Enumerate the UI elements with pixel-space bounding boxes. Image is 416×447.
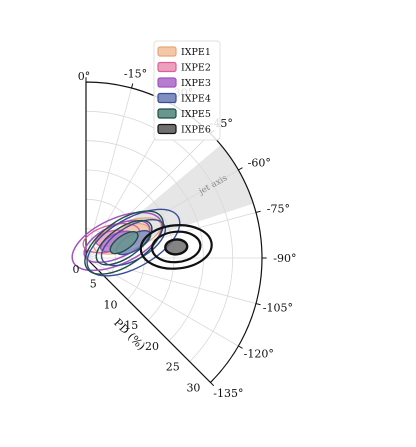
angular-tick-label: 0° <box>78 70 91 83</box>
legend-label: IXPE1 <box>181 47 211 58</box>
contour-ixpe5 <box>84 210 164 275</box>
radial-tick-label: 0 <box>73 263 80 276</box>
legend-label: IXPE4 <box>181 94 211 105</box>
radial-tick-label: 5 <box>90 278 97 291</box>
angular-tick-label: -60° <box>248 156 271 169</box>
contour-ixpe5 <box>109 230 139 255</box>
angular-tick-mark <box>131 83 134 89</box>
radial-tick-label: 10 <box>103 298 117 311</box>
angular-tick-label: -135° <box>213 387 243 400</box>
angular-tick-mark <box>255 210 261 213</box>
angular-tick-label: -120° <box>244 348 274 361</box>
legend-swatch <box>157 108 177 119</box>
angular-tick-mark <box>255 303 261 306</box>
legend-label: IXPE6 <box>181 125 211 136</box>
contour-ixpe4 <box>86 208 181 277</box>
radial-gridline <box>85 110 234 362</box>
legend-label: IXPE5 <box>181 109 211 120</box>
angular-tick-label: -75° <box>267 203 290 216</box>
angular-tick-mark <box>210 382 215 387</box>
angular-tick-label: -90° <box>273 252 296 265</box>
radial-tick-label: 15 <box>124 319 138 332</box>
legend-swatch <box>157 92 177 104</box>
legend-label: IXPE3 <box>181 78 211 89</box>
radial-tick-label: 20 <box>145 340 159 353</box>
legend-swatch <box>157 61 177 73</box>
radial-gridline <box>85 169 175 321</box>
contour-ixpe5 <box>95 219 153 266</box>
legend-swatch <box>157 77 177 88</box>
radial-tick-label: 25 <box>166 361 180 374</box>
polar-frame <box>85 81 263 384</box>
legend: IXPE1 IXPE2 IXPE3 IXPE4 IXPE5 IXPE6 <box>153 40 221 141</box>
angular-tick-mark <box>238 345 243 349</box>
contour-ixpe6 <box>139 224 213 270</box>
angular-tick-mark <box>238 167 243 171</box>
radial-tick-label: 30 <box>186 381 200 394</box>
angular-tick-label: -105° <box>263 302 293 315</box>
contour-layer <box>71 208 213 277</box>
radial-gridline <box>85 140 204 342</box>
contour-ixpe6 <box>151 230 202 264</box>
legend-swatch <box>157 123 177 135</box>
angular-tick-label: -15° <box>124 67 147 80</box>
legend-swatch <box>157 46 177 57</box>
contour-ixpe6 <box>164 238 189 256</box>
tick-labels: 0°-15°-30°-45°-60°-75°-90°-105°-120°-135… <box>73 67 297 400</box>
legend-label: IXPE2 <box>181 63 211 74</box>
